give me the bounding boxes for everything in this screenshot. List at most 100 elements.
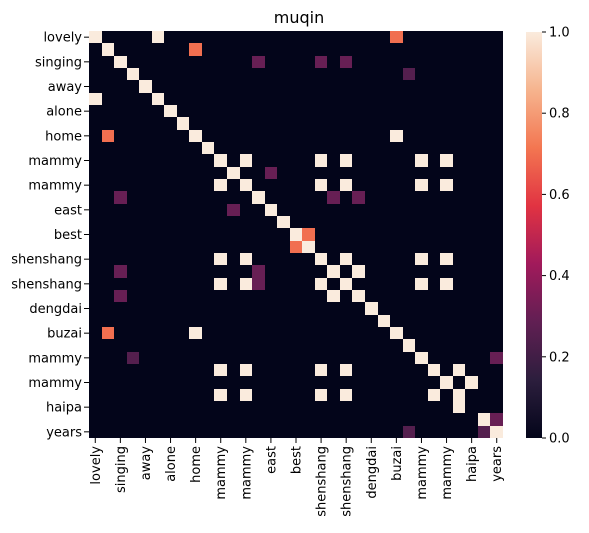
heatmap-cell <box>352 401 365 413</box>
heatmap-cell <box>252 142 265 154</box>
heatmap-cell <box>252 43 265 56</box>
heatmap-cell <box>428 130 440 142</box>
heatmap-cell <box>352 56 365 68</box>
heatmap-cell <box>378 278 390 290</box>
heatmap-cell <box>152 315 164 327</box>
heatmap-cell <box>227 68 240 80</box>
heatmap-cell <box>290 43 302 56</box>
heatmap-cell <box>465 93 478 105</box>
heatmap-cell <box>428 56 440 68</box>
heatmap-cell <box>327 80 340 93</box>
heatmap-cell <box>403 228 415 241</box>
heatmap-cell <box>277 265 290 278</box>
heatmap-cell <box>490 302 503 315</box>
heatmap-cell <box>265 413 277 426</box>
heatmap-cell <box>89 426 102 438</box>
heatmap-cell <box>403 290 415 302</box>
y-tick-label: alone <box>46 105 82 120</box>
heatmap-cell <box>240 216 252 228</box>
heatmap-cell <box>365 302 378 315</box>
heatmap-cell <box>240 68 252 80</box>
heatmap-cell <box>177 352 189 364</box>
heatmap-cell <box>440 93 453 105</box>
heatmap-cell <box>365 413 378 426</box>
x-tick-label: shenshang <box>315 446 330 517</box>
heatmap-cell <box>152 56 164 68</box>
heatmap-cell <box>290 56 302 68</box>
heatmap-cell <box>189 105 202 117</box>
heatmap-cell <box>227 278 240 290</box>
heatmap-cell <box>177 68 189 80</box>
heatmap-cell <box>403 389 415 401</box>
heatmap-cell <box>139 364 152 376</box>
heatmap-cell <box>415 56 428 68</box>
heatmap-cell <box>465 167 478 179</box>
heatmap-cell <box>89 389 102 401</box>
x-tick-label: best <box>290 446 305 474</box>
heatmap-cell <box>127 278 139 290</box>
heatmap-cell <box>478 56 490 68</box>
heatmap-cell <box>453 68 465 80</box>
heatmap-cell <box>189 241 202 253</box>
heatmap-cell <box>127 204 139 216</box>
heatmap-cell <box>390 265 403 278</box>
heatmap-cell <box>227 426 240 438</box>
heatmap-cell <box>189 265 202 278</box>
heatmap-cell <box>365 315 378 327</box>
heatmap-cell <box>127 389 139 401</box>
heatmap-cell <box>378 265 390 278</box>
heatmap-cell <box>378 130 390 142</box>
heatmap-cell <box>127 339 139 352</box>
heatmap-cell <box>378 80 390 93</box>
heatmap-cell <box>465 265 478 278</box>
heatmap-cell <box>290 426 302 438</box>
heatmap-cell <box>265 339 277 352</box>
heatmap-cell <box>315 302 327 315</box>
heatmap-cell <box>428 167 440 179</box>
heatmap-cell <box>340 290 352 302</box>
heatmap-cell <box>240 401 252 413</box>
heatmap-cell <box>240 413 252 426</box>
heatmap-cell <box>277 142 290 154</box>
heatmap-cell <box>214 142 227 154</box>
heatmap-cell <box>490 56 503 68</box>
heatmap-cell <box>415 154 428 167</box>
heatmap-cell <box>89 93 102 105</box>
heatmap-cell <box>240 204 252 216</box>
heatmap-cell <box>189 56 202 68</box>
heatmap-cell <box>415 376 428 389</box>
heatmap-cell <box>378 253 390 265</box>
heatmap-cell <box>302 179 315 191</box>
heatmap-cell <box>152 31 164 43</box>
heatmap-cell <box>490 352 503 364</box>
heatmap-cell <box>352 265 365 278</box>
heatmap-cell <box>214 43 227 56</box>
heatmap-cell <box>265 352 277 364</box>
heatmap-cell <box>352 204 365 216</box>
heatmap-cell <box>139 327 152 339</box>
heatmap-cell <box>152 130 164 142</box>
heatmap-cell <box>352 315 365 327</box>
heatmap-cell <box>139 413 152 426</box>
heatmap-cell <box>440 142 453 154</box>
heatmap-cell <box>177 179 189 191</box>
heatmap-cell <box>240 290 252 302</box>
colorbar-tick-label: 0.2 <box>549 350 570 365</box>
heatmap-cell <box>490 179 503 191</box>
heatmap-cells <box>89 31 503 438</box>
heatmap-cell <box>378 228 390 241</box>
heatmap-cell <box>202 339 214 352</box>
x-tick-label: haipa <box>465 446 480 482</box>
heatmap-cell <box>440 302 453 315</box>
heatmap-cell <box>102 179 114 191</box>
heatmap-cell <box>352 80 365 93</box>
heatmap-cell <box>403 315 415 327</box>
heatmap-cell <box>378 216 390 228</box>
heatmap-cell <box>202 130 214 142</box>
heatmap-cell <box>352 376 365 389</box>
heatmap-cell <box>327 278 340 290</box>
heatmap-cell <box>453 105 465 117</box>
heatmap-cell <box>302 93 315 105</box>
heatmap-cell <box>127 216 139 228</box>
heatmap-cell <box>189 93 202 105</box>
